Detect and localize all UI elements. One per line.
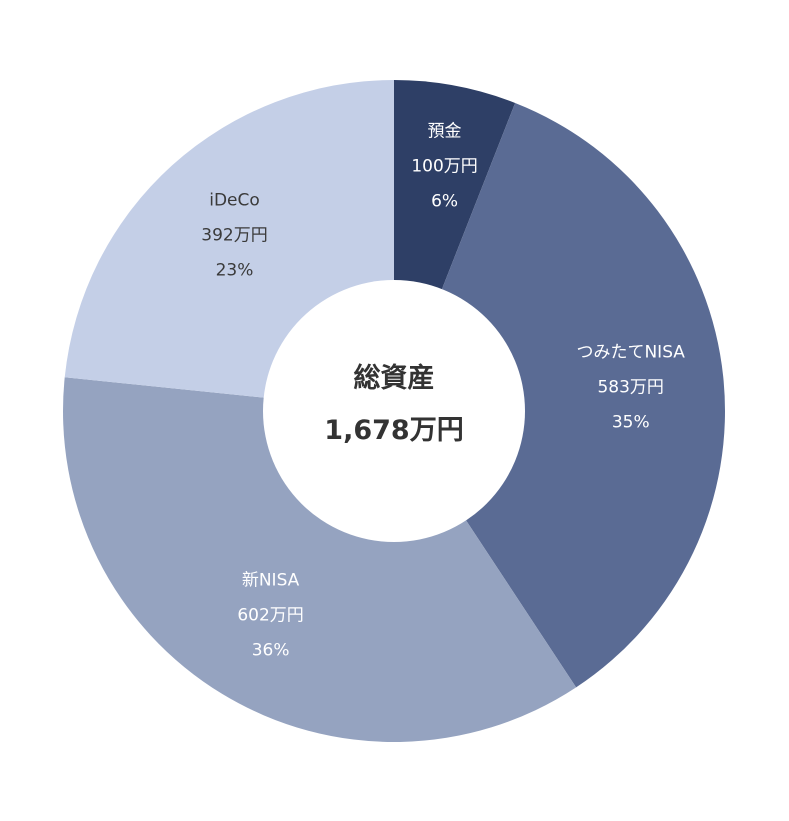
- slice-percent-label: 35%: [612, 412, 650, 432]
- slice-amount-label: 392万円: [201, 225, 267, 245]
- slice-name-label: iDeCo: [209, 190, 260, 210]
- slice-amount-label: 583万円: [597, 377, 663, 397]
- slice-percent-label: 23%: [216, 260, 254, 280]
- center-title: 総資産: [354, 362, 435, 394]
- slice-amount-label: 100万円: [411, 156, 477, 176]
- pie-slice: [394, 102, 725, 688]
- slice-amount-label: 602万円: [237, 606, 303, 626]
- chart-slice-labels: 預金 100万円 6% つみたてNISA 583万円 35% 新NISA 602万円 36% iD…: [201, 121, 685, 660]
- slice-percent-label: 36%: [252, 641, 290, 661]
- slice-name-label: 預金: [428, 121, 462, 141]
- donut-hole: [263, 280, 525, 542]
- slice-name-label: 新NISA: [242, 571, 300, 591]
- slice-percent-label: 6%: [431, 191, 458, 211]
- center-value: 1,678万円: [324, 415, 463, 446]
- slice-name-label: つみたてNISA: [576, 342, 685, 362]
- pie-slice: [62, 377, 577, 743]
